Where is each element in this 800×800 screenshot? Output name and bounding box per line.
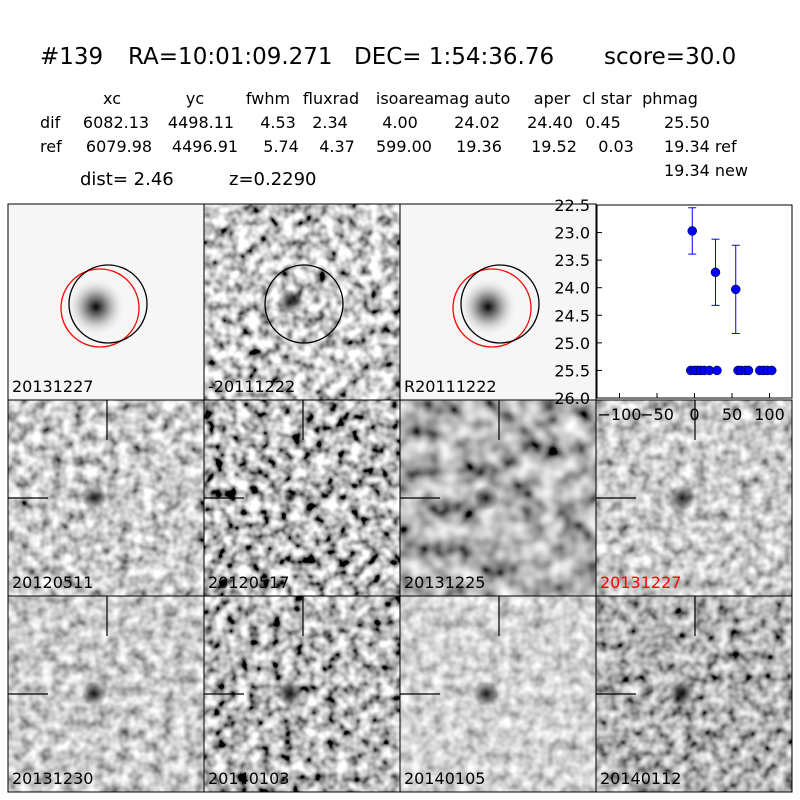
source-blob [473,485,499,511]
y-tick-label: 24.0 [554,279,590,298]
table-cell: 4498.11 [168,113,234,132]
stamp: 20120511 [7,399,205,597]
y-tick-label: 26.0 [554,389,590,408]
stamp-label: 20131230 [12,769,93,788]
candidate-id: #139 [40,44,103,70]
table-cell: 19.52 [531,137,577,156]
x-tick-label: −50 [640,405,674,424]
score: score=30.0 [604,44,736,70]
column-header: yc [186,89,204,108]
stamp-label: 20140112 [600,769,681,788]
table-cell: 599.00 [376,137,432,156]
y-tick-label: 25.5 [554,361,590,380]
dist: dist= 2.46 [80,169,174,190]
red-aperture [60,268,140,348]
stamp: -20111222 [203,203,401,401]
column-header: phmag [642,89,698,108]
table-cell: 0.45 [585,113,621,132]
y-tick-label: 23.0 [554,224,590,243]
source-blob [473,681,499,707]
stamp: 20131230 [7,595,205,793]
data-point [767,365,777,376]
stamp: 20140112 [595,595,793,793]
stamp-label: 20120511 [12,573,93,592]
x-tick-label: −100 [598,405,642,424]
stamp: 20140105 [399,595,597,793]
row-label: ref [40,137,62,156]
data-point [710,267,721,278]
stamp: R20111222 [399,203,597,401]
source-blob [284,492,296,504]
table-cell: 19.34 ref [664,137,737,156]
stamp: 20131227 [595,399,793,597]
table-cell: 2.34 [312,113,348,132]
table-cell: 4.37 [319,137,355,156]
y-tick-label: 22.5 [554,196,590,215]
redshift: z=0.2290 [229,169,317,190]
column-header: fwhm [246,89,290,108]
row-label: dif [40,113,61,132]
source-blob [66,277,126,337]
stamp-label: -20111222 [208,377,295,396]
stamp-label: 20140105 [404,769,485,788]
column-header: mag auto [434,89,511,108]
x-tick-label: 0 [689,405,699,424]
y-tick-label: 24.5 [554,306,590,325]
x-tick-label: 50 [722,405,742,424]
data-point [743,365,754,376]
stamp-label: R20111222 [404,377,497,396]
dec: DEC= 1:54:36.76 [354,44,554,70]
column-header: fluxrad [303,89,359,108]
column-header: cl star [582,89,632,108]
table-cell: 4496.91 [172,137,238,156]
stamp: 20140103 [203,595,401,793]
stamp-label: 20131225 [404,573,485,592]
x-tick-label: 100 [754,405,785,424]
stamp: 20131227 [7,203,205,401]
source-blob [669,681,695,707]
black-aperture [264,264,344,344]
table-cell: 24.40 [527,113,573,132]
phmag-new: 19.34 new [664,161,748,180]
data-point [687,226,697,236]
source-blob [277,289,303,315]
source-blob [81,485,107,511]
column-header: aper [534,89,571,108]
y-tick-label: 25.0 [554,334,590,353]
data-point [731,284,741,295]
source-blob [458,277,518,337]
table-cell: 4.53 [260,113,296,132]
table-cell: 24.02 [454,113,500,132]
column-header: xc [103,89,121,108]
y-tick-label: 23.5 [554,251,590,270]
data-point [712,365,722,376]
table-cell: 25.50 [664,113,710,132]
stamp-label: 20120517 [208,573,289,592]
stamp-frame [595,595,793,793]
stamp: 20131225 [399,399,597,597]
black-aperture [460,264,540,344]
table-cell: 6082.13 [83,113,149,132]
ra: RA=10:01:09.271 [128,44,333,70]
table-cell: 19.36 [456,137,502,156]
black-aperture [68,264,148,344]
table-cell: 0.03 [598,137,634,156]
stamp-label: 20131227 [600,573,681,592]
table-cell: 6079.98 [86,137,152,156]
column-header: isoarea [376,89,434,108]
red-aperture [452,268,532,348]
stamp-label: 20131227 [12,377,93,396]
source-blob [277,681,303,707]
stamp-label: 20140103 [208,769,289,788]
stamp: 20120517 [203,399,401,597]
table-cell: 4.00 [382,113,418,132]
table-cell: 5.74 [263,137,299,156]
source-blob [81,681,107,707]
source-blob [669,485,695,511]
